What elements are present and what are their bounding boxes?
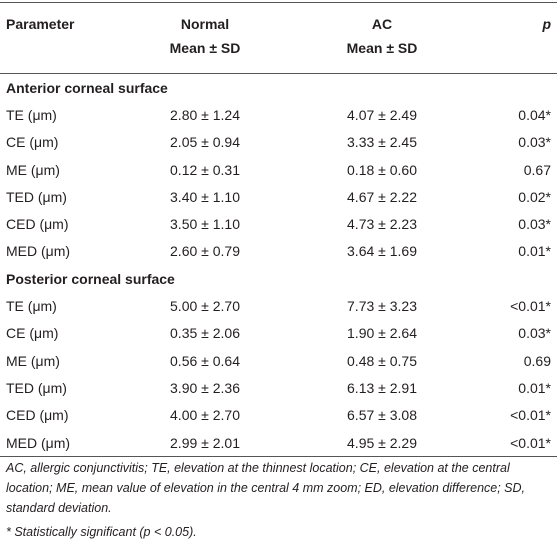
cell: 0.02* <box>518 188 551 205</box>
cell: 3.64 ± 1.69 <box>347 243 417 260</box>
cell: CED (μm) <box>6 216 69 233</box>
cell: CED (μm) <box>6 407 69 424</box>
cell: TE (μm) <box>6 106 57 123</box>
footnote: * Statistically significant (p < 0.05). <box>6 525 197 539</box>
section-row: Anterior corneal surface <box>0 74 557 102</box>
cell: 6.13 ± 2.91 <box>347 379 417 396</box>
cell: 4.07 ± 2.49 <box>347 106 417 123</box>
cell: 0.56 ± 0.64 <box>170 352 240 369</box>
cell: 3.40 ± 1.10 <box>170 188 240 205</box>
cell: TE (μm) <box>6 298 57 315</box>
data-row: ME (μm) 0.12 ± 0.31 0.18 ± 0.60 0.67 <box>0 156 557 183</box>
cell: 7.73 ± 3.23 <box>347 298 417 315</box>
cell: 4.00 ± 2.70 <box>170 407 240 424</box>
cell: 2.60 ± 0.79 <box>170 243 240 260</box>
cell: 0.18 ± 0.60 <box>347 161 417 178</box>
cell: 0.69 <box>523 352 551 369</box>
cell: 5.00 ± 2.70 <box>170 298 240 315</box>
data-row: TE (μm) 5.00 ± 2.70 7.73 ± 3.23 <0.01* <box>0 292 557 319</box>
cell: 4.67 ± 2.22 <box>347 188 417 205</box>
data-row: MED (μm) 2.99 ± 2.01 4.95 ± 2.29 <0.01* <box>0 428 557 458</box>
footnote: AC, allergic conjunctivitis; TE, elevati… <box>6 461 526 515</box>
cell: <0.01* <box>484 428 557 458</box>
cell: MED (μm) <box>0 428 130 458</box>
cell: 1.90 ± 2.64 <box>347 325 417 342</box>
section-title: Posterior corneal surface <box>6 270 175 287</box>
cell: 3.90 ± 2.36 <box>170 379 240 396</box>
cell: 0.03* <box>518 134 551 151</box>
header-cell: Mean ± SD <box>280 36 484 74</box>
header-cell <box>0 36 130 74</box>
cell: 0.67 <box>523 161 551 178</box>
cell: 0.04* <box>518 106 551 123</box>
data-row: MED (μm) 2.60 ± 0.79 3.64 ± 1.69 0.01* <box>0 238 557 265</box>
header-cell: p <box>484 2 557 36</box>
cell: ME (μm) <box>6 352 60 369</box>
cell: 6.57 ± 3.08 <box>347 407 417 424</box>
cell: 3.33 ± 2.45 <box>347 134 417 151</box>
cell: ME (μm) <box>6 161 60 178</box>
cell: 2.99 ± 2.01 <box>130 428 280 458</box>
data-row: TE (μm) 2.80 ± 1.24 4.07 ± 2.49 0.04* <box>0 101 557 128</box>
cell: CE (μm) <box>6 134 59 151</box>
header-row: Parameter Normal AC p <box>0 2 557 36</box>
data-row: CE (μm) 2.05 ± 0.94 3.33 ± 2.45 0.03* <box>0 129 557 156</box>
cell: TED (μm) <box>6 379 67 396</box>
cell: 0.03* <box>518 216 551 233</box>
data-row: CED (μm) 4.00 ± 2.70 6.57 ± 3.08 <0.01* <box>0 402 557 429</box>
cell: 0.03* <box>518 325 551 342</box>
cell: 0.01* <box>518 243 551 260</box>
data-row: TED (μm) 3.90 ± 2.36 6.13 ± 2.91 0.01* <box>0 374 557 401</box>
cell: 2.80 ± 1.24 <box>170 106 240 123</box>
cell: 0.01* <box>518 379 551 396</box>
data-row: ME (μm) 0.56 ± 0.64 0.48 ± 0.75 0.69 <box>0 347 557 374</box>
cell: MED (μm) <box>6 243 71 260</box>
cell: 4.73 ± 2.23 <box>347 216 417 233</box>
cell: CE (μm) <box>6 325 59 342</box>
cell: 4.95 ± 2.29 <box>280 428 484 458</box>
cell: <0.01* <box>510 407 551 424</box>
cell: <0.01* <box>510 298 551 315</box>
table-body: Anterior corneal surface TE (μm) 2.80 ± 1.… <box>0 74 557 458</box>
header-cell: Parameter <box>0 2 130 36</box>
header-cell <box>484 36 557 74</box>
header-cell: AC <box>280 2 484 36</box>
cell: 3.50 ± 1.10 <box>170 216 240 233</box>
section-title: Anterior corneal surface <box>6 79 168 96</box>
data-row: TED (μm) 3.40 ± 1.10 4.67 ± 2.22 0.02* <box>0 183 557 210</box>
cell: 0.48 ± 0.75 <box>347 352 417 369</box>
section-row: Posterior corneal surface <box>0 265 557 292</box>
header-cell: Mean ± SD <box>130 36 280 74</box>
cell: 0.12 ± 0.31 <box>170 161 240 178</box>
data-row: CE (μm) 0.35 ± 2.06 1.90 ± 2.64 0.03* <box>0 320 557 347</box>
data-row: CED (μm) 3.50 ± 1.10 4.73 ± 2.23 0.03* <box>0 210 557 237</box>
subheader-row: Mean ± SD Mean ± SD <box>0 36 557 74</box>
header-cell: Normal <box>130 2 280 36</box>
cell: 0.35 ± 2.06 <box>170 325 240 342</box>
results-table: Parameter Normal AC p Mean ± SD Mean ± S… <box>0 2 557 458</box>
cell: 2.05 ± 0.94 <box>170 134 240 151</box>
cell: TED (μm) <box>6 188 67 205</box>
